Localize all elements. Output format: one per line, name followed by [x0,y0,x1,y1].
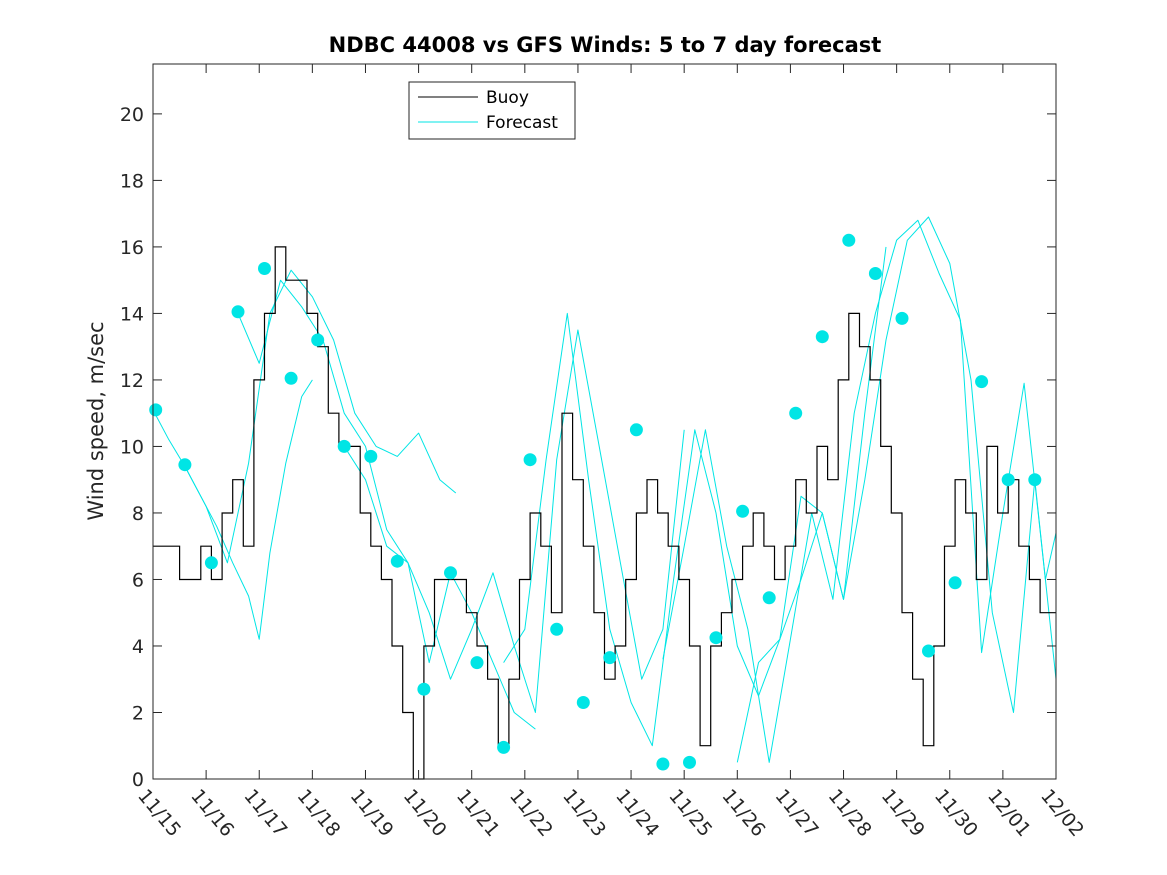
forecast-line-7 [736,216,1057,763]
chart-title: NDBC 44008 vs GFS Winds: 5 to 7 day fore… [329,33,882,57]
legend-box [408,81,576,140]
y-tick-label: 2 [132,702,144,724]
forecast-marker [364,449,378,463]
forecast-marker [656,757,670,771]
y-tick-label: 16 [120,237,144,259]
forecast-marker [842,233,856,247]
forecast-marker [497,740,511,754]
forecast-line-2 [184,269,457,564]
forecast-marker [868,267,882,280]
forecast-marker [895,311,909,325]
forecast-marker [311,333,325,347]
forecast-markers [149,233,1042,771]
forecast-marker [922,644,935,658]
y-tick-label: 12 [120,370,144,392]
forecast-marker [178,458,192,472]
axes-box [152,63,1057,780]
forecast-marker [470,656,484,670]
legend-buoy-label: Buoy [486,88,529,108]
y-tick-label: 10 [120,436,144,458]
forecast-marker [948,576,962,590]
forecast-line-6 [662,219,1057,763]
legend-forecast-label: Forecast [486,113,558,133]
y-tick-label: 6 [132,569,144,591]
forecast-marker [762,591,776,605]
forecast-marker [603,651,617,665]
forecast-marker [576,696,590,709]
plot-area [149,63,1057,780]
y-tick-label: 14 [120,303,144,325]
forecast-marker [629,423,643,437]
y-axis-label: Wind speed, m/sec [84,321,108,520]
forecast-marker [258,262,271,275]
y-tick-label: 4 [132,636,144,658]
y-tick-label: 20 [120,104,144,126]
forecast-marker [683,755,696,769]
legend: Buoy Forecast [408,81,576,140]
forecast-marker [284,371,298,385]
forecast-marker [417,682,431,696]
forecast-marker [1001,473,1015,487]
forecast-marker [709,631,723,645]
forecast-marker [390,554,404,568]
forecast-marker [815,330,829,344]
forecast-marker [231,305,245,319]
forecast-marker [444,566,457,580]
y-axis: 0 2 4 6 8 10 12 14 16 18 20 [120,104,1056,791]
forecast-marker [789,406,803,420]
forecast-marker [736,504,750,518]
y-tick-label: 0 [132,769,144,791]
y-tick-label: 18 [120,170,144,192]
y-tick-label: 8 [132,503,144,525]
forecast-marker [550,622,564,636]
forecast-marker [149,403,163,417]
forecast-marker [1028,473,1042,487]
forecast-marker [337,439,351,453]
forecast-marker [523,453,537,467]
forecast-marker [975,375,989,389]
forecast-marker [204,556,218,570]
